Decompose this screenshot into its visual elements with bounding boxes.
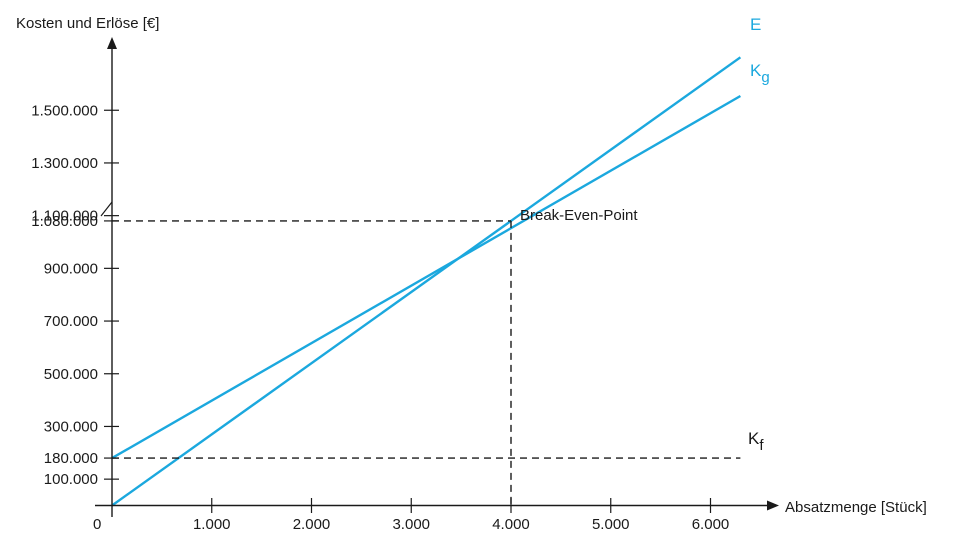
series-line-Kg	[111, 94, 741, 460]
series-labels: E Kg Kf	[748, 15, 770, 454]
y-tick-label: 700.000	[44, 313, 98, 330]
y-tick-label: 1.100.000	[31, 208, 98, 225]
origin-label: 0	[93, 516, 101, 533]
y-axis-arrow-icon	[107, 37, 117, 49]
x-axis-arrow-icon	[767, 500, 779, 511]
axes	[95, 37, 779, 517]
x-tick-label: 1.000	[193, 516, 231, 533]
y-tick-label: 100.000	[44, 471, 98, 488]
y-tick-label: 1.500.000	[31, 102, 98, 119]
x-axis-ticks: 1.000 2.000 3.000 4.000 5.000 6.000	[193, 498, 729, 533]
x-axis-title: Absatzmenge [Stück]	[785, 499, 927, 516]
series-label-E: E	[750, 15, 761, 34]
y-tick-label: 180.000	[44, 450, 98, 467]
x-tick-label: 5.000	[592, 516, 630, 533]
y-axis-break-mark	[100, 201, 113, 217]
y-tick-label: 1.080.000	[31, 213, 98, 230]
y-tick-label: 900.000	[44, 260, 98, 277]
series-line-E	[111, 56, 742, 507]
x-tick-label: 6.000	[692, 516, 730, 533]
series-lines	[111, 56, 742, 507]
break-even-label: Break-Even-Point	[520, 207, 638, 224]
x-tick-label: 3.000	[392, 516, 430, 533]
series-label-Kg: Kg	[750, 61, 770, 86]
x-tick-label: 2.000	[293, 516, 331, 533]
y-tick-label: 300.000	[44, 418, 98, 435]
x-tick-label: 4.000	[492, 516, 530, 533]
y-tick-label: 500.000	[44, 366, 98, 383]
y-axis-ticks: 100.000 180.000 300.000 500.000 700.000 900.0…	[31, 102, 119, 488]
series-label-Kf: Kf	[748, 429, 764, 454]
y-axis-title: Kosten und Erlöse [€]	[16, 15, 159, 32]
y-tick-label: 1.300.000	[31, 155, 98, 172]
break-even-guides	[112, 220, 512, 506]
